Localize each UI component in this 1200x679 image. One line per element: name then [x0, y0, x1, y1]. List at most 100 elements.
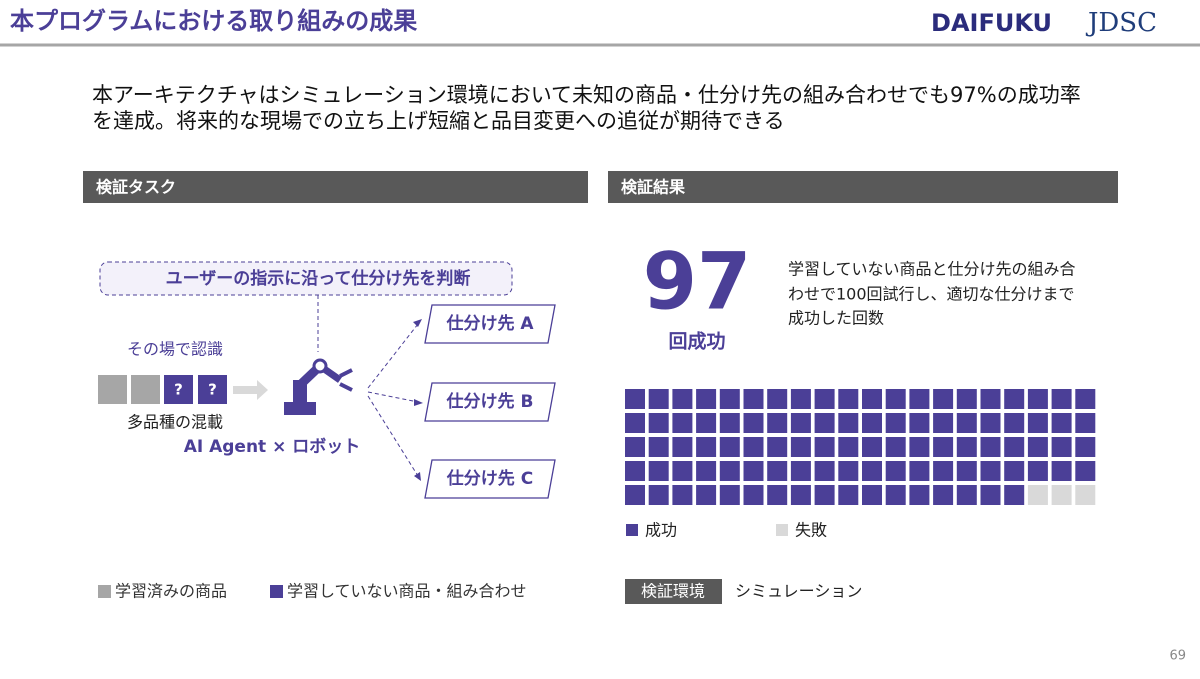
- waffle-cell: [743, 413, 764, 433]
- waffle-cell: [1004, 461, 1025, 481]
- waffle-cell: [956, 389, 977, 409]
- section-bar: [608, 171, 1118, 203]
- waffle-cell: [909, 461, 930, 481]
- waffle-cell: [1004, 485, 1025, 505]
- waffle-cell: [672, 413, 693, 433]
- waffle-cell: [625, 437, 645, 457]
- waffle-cell: [814, 461, 835, 481]
- waffle-cell: [790, 485, 811, 505]
- waffle-cell: [625, 461, 645, 481]
- waffle-cell: [862, 413, 882, 433]
- robot-icon: [284, 358, 353, 415]
- waffle-cell: [790, 413, 811, 433]
- waffle-cell: [980, 413, 1001, 433]
- waffle-cell: [1004, 413, 1025, 433]
- waffle-cell: [1027, 461, 1048, 481]
- waffle-cell: [696, 461, 717, 481]
- waffle-cell: [1004, 437, 1025, 457]
- waffle-cell: [648, 437, 669, 457]
- waffle-cell: [814, 437, 835, 457]
- waffle-cell: [838, 461, 859, 481]
- waffle-cell: [719, 413, 740, 433]
- waffle-cell: [933, 389, 954, 409]
- waffle-cell: [862, 461, 882, 481]
- waffle-cell: [838, 437, 859, 457]
- waffle-cell: [719, 461, 740, 481]
- result-count: 97: [643, 237, 752, 327]
- destination-label: 仕分け先 B: [446, 391, 534, 412]
- waffle-cell: [1051, 461, 1072, 481]
- waffle-cell: [625, 389, 645, 409]
- unknown-item: [198, 375, 227, 404]
- waffle-cell: [743, 389, 764, 409]
- waffle-cell: [862, 437, 882, 457]
- waffle-cell: [767, 461, 788, 481]
- waffle-cell: [719, 437, 740, 457]
- waffle-cell: [862, 389, 882, 409]
- arrow-heads: [413, 319, 423, 481]
- legend-swatch: [776, 524, 788, 536]
- feed-arrow: [233, 380, 268, 400]
- waffle-cell: [1051, 437, 1072, 457]
- waffle-cell: [790, 389, 811, 409]
- known-item: [131, 375, 160, 404]
- waffle-cell: [672, 461, 693, 481]
- waffle-cell: [838, 413, 859, 433]
- result-description: わせで100回試行し、適切な仕分けまで: [788, 285, 1075, 304]
- waffle-cell: [980, 389, 1001, 409]
- waffle-cell: [956, 485, 977, 505]
- result-description: 成功した回数: [788, 309, 884, 328]
- waffle-cell: [1051, 485, 1072, 505]
- waffle-cell: [648, 485, 669, 505]
- waffle-cell: [909, 389, 930, 409]
- legend-label: 学習していない商品・組み合わせ: [287, 582, 527, 601]
- waffle-cell: [933, 413, 954, 433]
- waffle-cell: [838, 485, 859, 505]
- env-value: シミュレーション: [735, 582, 862, 601]
- waffle-cell: [980, 485, 1001, 505]
- waffle-cell: [933, 485, 954, 505]
- waffle-cell: [814, 389, 835, 409]
- waffle-cell: [719, 485, 740, 505]
- waffle-cell: [814, 413, 835, 433]
- waffle-cell: [1075, 461, 1096, 481]
- unknown-mark: ?: [174, 381, 183, 399]
- waffle-cell: [956, 437, 977, 457]
- waffle-cell: [885, 485, 906, 505]
- waffle-cell: [1027, 389, 1048, 409]
- waffle-cell: [625, 485, 645, 505]
- waffle-cell: [980, 461, 1001, 481]
- section-bar: [83, 171, 588, 203]
- env-label: 検証環境: [641, 582, 705, 601]
- waffle-cell: [956, 413, 977, 433]
- destination-box: [424, 382, 556, 422]
- waffle-cell: [672, 485, 693, 505]
- logo-daifuku: DAIFUKU: [931, 9, 1052, 37]
- waffle-cell: [1051, 413, 1072, 433]
- legend-swatch: [270, 585, 283, 598]
- waffle-cell: [885, 413, 906, 433]
- waffle-cell: [767, 413, 788, 433]
- waffle-cell: [696, 485, 717, 505]
- waffle-cell: [933, 461, 954, 481]
- destination-box: [424, 459, 556, 499]
- page-number: 69: [1169, 649, 1186, 664]
- waffle-cell: [862, 485, 882, 505]
- waffle-cell: [1075, 485, 1096, 505]
- waffle-cell: [909, 485, 930, 505]
- waffle-cell: [1075, 437, 1096, 457]
- waffle-cell: [980, 437, 1001, 457]
- waffle-cell: [648, 461, 669, 481]
- mixed-label: 多品種の混載: [127, 413, 223, 432]
- summary-line: 本アーキテクチャはシミュレーション環境において未知の商品・仕分け先の組み合わせで…: [92, 83, 1081, 107]
- slide-title: 本プログラムにおける取り組みの成果: [10, 7, 417, 35]
- summary-line: を達成。将来的な現場での立ち上げ短縮と品目変更への追従が期待できる: [92, 109, 785, 133]
- waffle-cell: [696, 437, 717, 457]
- waffle-cell: [885, 461, 906, 481]
- waffle-cell: [743, 461, 764, 481]
- agent-label: AI Agent × ロボット: [184, 437, 361, 457]
- waffle-cell: [767, 389, 788, 409]
- env-tag: [625, 579, 722, 604]
- recognize-label: その場で認識: [127, 340, 223, 359]
